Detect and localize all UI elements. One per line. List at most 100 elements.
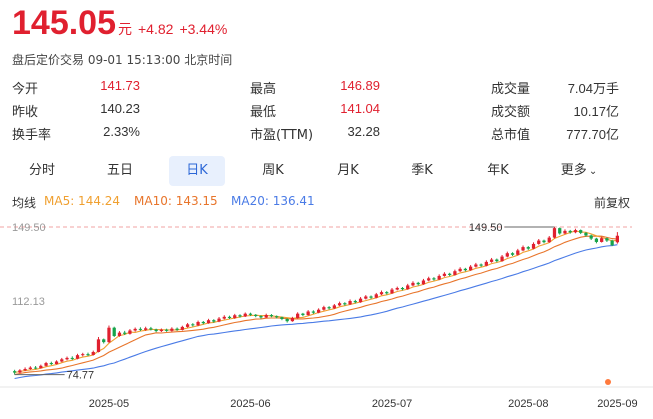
candle-body [39, 365, 43, 369]
candle-body [579, 230, 583, 233]
candle-body [505, 253, 509, 257]
candle-body [201, 321, 205, 324]
candle-body [185, 324, 190, 327]
candle-body [280, 317, 284, 320]
candle-body [206, 320, 211, 324]
price-unit: 元 [118, 22, 132, 38]
candle-body [453, 271, 457, 275]
x-tick-label: 2025-07 [372, 398, 412, 410]
stat-label: 昨收 [12, 105, 39, 120]
tab-yearly-k[interactable]: 年K [487, 163, 509, 178]
candle-body [301, 313, 305, 316]
candle-body [448, 273, 452, 275]
candle-body [212, 320, 216, 322]
candle-body [311, 311, 316, 313]
candle-body [542, 240, 546, 243]
price-change-percent: +3.44% [179, 21, 228, 37]
candle-body [290, 318, 295, 322]
candle-body [128, 330, 132, 334]
candle-body [584, 232, 588, 236]
low-marker-label: 74.77 [67, 370, 95, 382]
tab-more[interactable]: 更多 ⌄ [551, 156, 607, 186]
candle-body [12, 371, 17, 373]
tab-quarterly-k[interactable]: 季K [411, 163, 433, 178]
candle-body [149, 328, 153, 330]
candle-body [495, 259, 499, 262]
candle-body [615, 235, 620, 243]
candle-body [343, 303, 347, 305]
candle-body [484, 261, 488, 266]
candle-body [510, 253, 515, 255]
candle-body [605, 238, 609, 241]
ma-label: 均线 [12, 196, 37, 210]
candle-body [96, 339, 101, 352]
ma20-value: MA20: 136.41 [231, 194, 315, 208]
x-tick-label: 2025-09 [597, 398, 637, 410]
tab-intraday[interactable]: 分时 [28, 163, 55, 178]
candle-body [243, 313, 247, 317]
candle-body [138, 328, 143, 330]
stats-row: 今开 141.73 最高 146.89 成交量 7.04万手 [12, 78, 640, 101]
candle-body [421, 280, 426, 285]
tab-more-label: 更多 [560, 163, 587, 178]
stat-label: 今开 [12, 82, 39, 97]
candle-body [348, 301, 352, 305]
candle-body [175, 328, 179, 330]
trading-status: 盘后定价交易 09-01 15:13:00 北京时间 [12, 53, 233, 67]
candle-body [437, 275, 441, 280]
candle-body [54, 361, 59, 365]
candle-body [70, 357, 74, 359]
candle-body [159, 329, 164, 332]
candle-body [500, 256, 504, 262]
candle-body [322, 307, 326, 310]
candle-body [379, 292, 384, 295]
candle-body [337, 303, 342, 306]
last-price: 145.05 [12, 4, 116, 42]
candle-body [170, 328, 174, 331]
candle-body [479, 264, 483, 266]
candle-body [468, 266, 473, 271]
tab-five-day[interactable]: 五日 [106, 163, 133, 178]
candle-body [463, 268, 468, 271]
ma20-line [14, 244, 618, 380]
candle-body [65, 357, 69, 360]
candle-body [358, 298, 363, 303]
stat-label: 总市值 [491, 128, 531, 143]
candle-body [573, 230, 578, 233]
candle-body [458, 268, 462, 272]
candle-body [112, 327, 116, 336]
candle-body [610, 240, 614, 246]
candle-body [547, 237, 551, 243]
candle-body [332, 305, 336, 309]
tab-weekly-k[interactable]: 周K [262, 163, 284, 178]
tab-monthly-k[interactable]: 月K [337, 163, 359, 178]
y-tick-label: 112.13 [12, 296, 45, 308]
stat-label: 成交量 [491, 82, 531, 97]
candle-body [306, 311, 310, 316]
candle-body [222, 316, 226, 319]
candle-body [406, 285, 410, 290]
candle-body [102, 339, 106, 343]
price-adjust-selector[interactable]: 前复权 [593, 196, 630, 210]
x-tick-label: 2025-05 [89, 398, 129, 410]
candle-body [327, 307, 331, 309]
stats-row: 昨收 140.23 最低 141.04 成交额 10.17亿 [12, 101, 640, 124]
y-tick-label: 149.50 [12, 222, 46, 234]
candle-body [275, 316, 279, 318]
candle-body [23, 368, 27, 371]
stats-row: 换手率 2.33% 市盈(TTM) 32.28 总市值 777.70亿 [12, 124, 640, 147]
candle-body [285, 319, 289, 322]
candle-body [259, 316, 263, 318]
candle-body [600, 238, 604, 242]
candle-body [489, 259, 494, 262]
candle-body [442, 273, 447, 276]
candlestick-chart[interactable]: 149.50 112.13 149.50 74.77 2025-05 2025-06 202… [0, 212, 653, 419]
price-change: +4.82 [138, 21, 174, 37]
stat-value: 777.70亿 [566, 127, 619, 142]
candle-body [537, 240, 541, 244]
stat-value: 141.04 [340, 101, 380, 116]
stat-value: 140.23 [100, 101, 140, 116]
tab-daily-k[interactable]: 日K [169, 156, 225, 186]
candle-body [427, 278, 431, 281]
candle-body [516, 250, 520, 255]
